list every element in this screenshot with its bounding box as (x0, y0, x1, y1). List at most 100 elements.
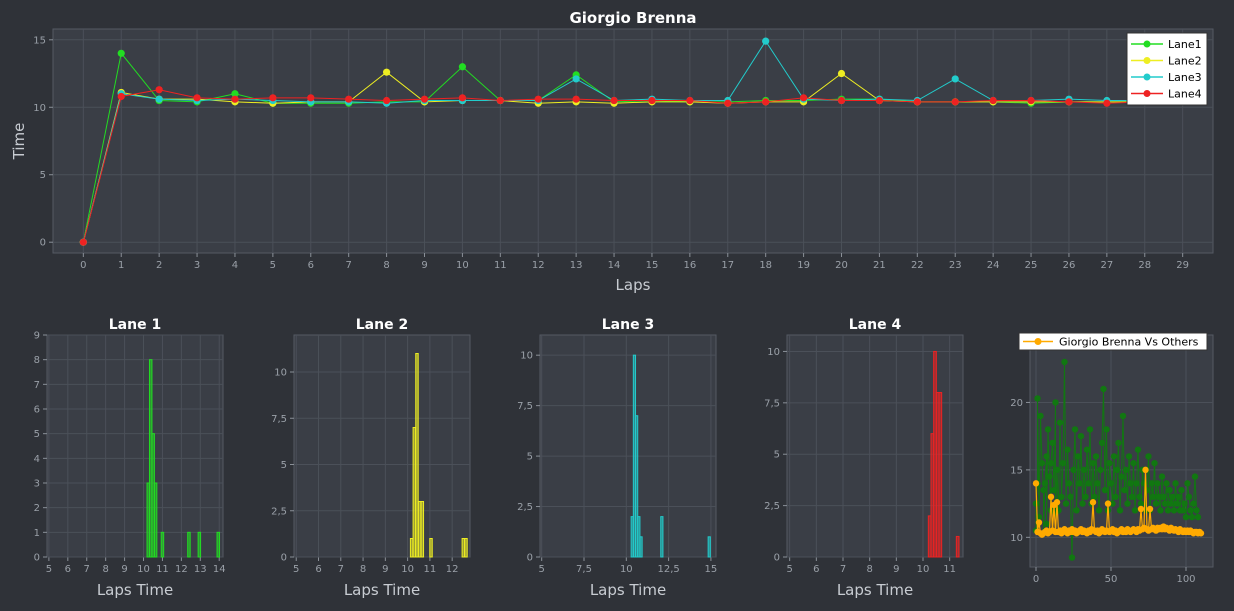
x-tick-label: 6 (65, 564, 71, 575)
x-tick-label: 20 (835, 260, 848, 271)
series-line-lane2 (82, 71, 1183, 243)
others-point (1122, 466, 1130, 474)
data-point-lane4 (572, 95, 580, 103)
others-point (1076, 480, 1083, 487)
y-tick-label: 7 (34, 380, 40, 391)
x-tick-label: 13 (194, 564, 207, 575)
data-point-lane4 (724, 99, 732, 107)
legend-label: Giorgio Brenna Vs Others (1059, 336, 1199, 349)
legend-label: Lane4 (1168, 88, 1202, 101)
others-point (1178, 486, 1185, 494)
others-point (1079, 500, 1086, 507)
data-point-lane3 (762, 37, 770, 45)
x-tick-label: 5 (786, 564, 792, 575)
x-tick-label: 27 (1100, 260, 1113, 271)
y-tick-label: 10 (767, 347, 780, 358)
others-point (1049, 439, 1056, 447)
y-tick-label: 4 (34, 454, 40, 465)
data-point-lane4 (648, 96, 656, 105)
data-point-lane4 (231, 95, 239, 103)
lane4-histogram: 5 6 7 8 9 10 11 0 2,5 5 7,5 10 Lane 4 Laps Time (764, 317, 964, 599)
others-point (1160, 493, 1167, 501)
others-point (1080, 466, 1088, 474)
x-tick-label: 0 (1033, 574, 1039, 585)
data-point-lane4 (837, 96, 846, 105)
others-point (1038, 459, 1046, 467)
others-point (1085, 480, 1092, 487)
others-point (1155, 493, 1163, 501)
histogram-bar (420, 501, 425, 558)
others-point (1037, 412, 1044, 420)
x-tick-label: 12,5 (657, 564, 679, 575)
x-axis-label: Laps Time (590, 581, 666, 599)
y-tick-label: 10 (33, 103, 46, 114)
x-axis-label: Laps (616, 276, 651, 294)
y-tick-label: 8 (34, 355, 40, 366)
histogram-bar (461, 538, 466, 558)
others-point (1058, 493, 1065, 501)
y-tick-label: 0 (527, 553, 533, 564)
histogram-bar (955, 535, 960, 558)
others-point (1040, 486, 1047, 494)
others-point (1056, 419, 1064, 426)
x-tick-label: 25 (1025, 260, 1038, 271)
data-point-lane4 (458, 94, 467, 102)
legend-box (1018, 332, 1208, 351)
data-point-lane4 (496, 96, 504, 105)
others-point (1041, 480, 1049, 487)
others-point (1112, 493, 1119, 501)
y-tick-label: 10 (1010, 533, 1023, 544)
y-tick-label: 0 (281, 553, 287, 564)
y-tick-label: 5 (774, 450, 780, 461)
others-point (1095, 507, 1103, 514)
y-tick-label: 7,5 (764, 398, 780, 409)
others-point (1101, 486, 1109, 494)
x-tick-label: 9 (121, 564, 127, 575)
y-tick-label: 15 (1010, 465, 1023, 476)
data-point-lane4 (117, 92, 125, 101)
others-point (1149, 493, 1157, 501)
y-tick-label: 20 (1010, 398, 1023, 409)
legend-label: Lane2 (1168, 55, 1202, 68)
data-point-lane4 (345, 95, 353, 103)
others-point (1032, 500, 1040, 507)
others-point (1115, 439, 1122, 447)
highlight-point (1197, 530, 1205, 537)
y-tick-label: 9 (34, 331, 40, 342)
histogram-bar (187, 531, 191, 558)
others-point (1169, 493, 1176, 501)
data-point-lane2 (837, 69, 846, 78)
others-point (1167, 500, 1175, 507)
histogram-bar (216, 531, 220, 558)
others-point (1107, 480, 1115, 487)
data-point-lane1 (458, 63, 467, 71)
others-point (1118, 473, 1125, 480)
x-axis-label: Laps Time (97, 581, 173, 599)
others-point (1062, 500, 1070, 507)
histogram-bar (160, 531, 165, 558)
x-tick-label: 26 (1063, 260, 1076, 271)
others-point (1124, 500, 1131, 507)
others-point (1034, 395, 1041, 402)
plot-area (46, 334, 224, 558)
data-point-lane4 (534, 95, 542, 103)
others-point (1134, 446, 1142, 453)
others-point (1043, 453, 1050, 460)
x-tick-label: 4 (232, 260, 238, 271)
x-tick-label: 18 (759, 260, 772, 271)
legend-label: Lane1 (1168, 38, 1202, 51)
histogram-bar (197, 531, 202, 558)
data-point-lane3 (572, 75, 580, 83)
others-point (1184, 480, 1191, 487)
histogram-bar (417, 501, 422, 558)
data-point-lane4 (1065, 98, 1073, 106)
others-point (1161, 500, 1169, 507)
x-tick-label: 9 (421, 260, 427, 271)
lane2-histogram: 5 6 7 8 9 10 11 12 0 2,5 5 7,5 10 Lane 2 Laps Time (271, 317, 471, 599)
x-tick-label: 0 (80, 260, 86, 271)
y-tick-label: 5 (281, 460, 287, 471)
y-tick-label: 3 (34, 479, 40, 490)
others-point (1100, 385, 1107, 393)
chart-title: Lane 1 (109, 317, 161, 333)
